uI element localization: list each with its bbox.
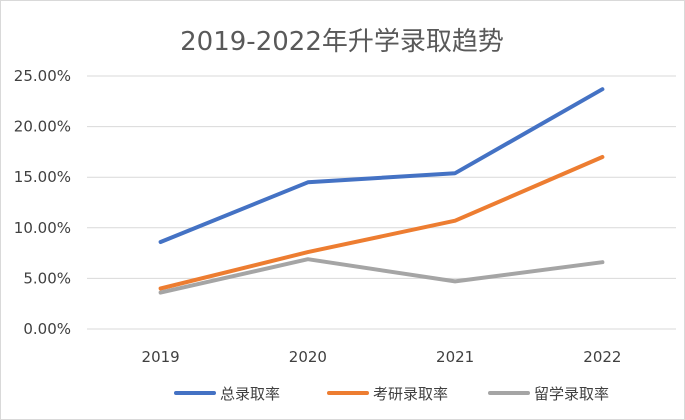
- y-tick-label: 0.00%: [23, 320, 71, 338]
- legend-label: 总录取率: [220, 385, 280, 403]
- legend-label: 考研录取率: [373, 385, 448, 403]
- x-tick-label: 2020: [289, 348, 327, 366]
- series-line: [158, 87, 605, 244]
- chart-title: 2019-2022年升学录取趋势: [180, 27, 504, 57]
- series-line: [158, 257, 605, 295]
- legend: 总录取率 考研录取率 留学录取率: [174, 385, 609, 403]
- series-lines: [158, 87, 605, 295]
- y-tick-label: 15.00%: [14, 168, 71, 186]
- x-tick-label: 2022: [583, 348, 621, 366]
- y-axis-tick-labels: 25.00% 20.00% 15.00% 10.00% 5.00% 0.00%: [14, 67, 71, 338]
- x-tick-label: 2019: [142, 348, 180, 366]
- x-tick-label: 2021: [436, 348, 474, 366]
- series-line: [158, 155, 605, 291]
- y-tick-label: 20.00%: [14, 118, 71, 136]
- y-tick-label: 25.00%: [14, 67, 71, 85]
- y-tick-label: 10.00%: [14, 219, 71, 237]
- x-axis-tick-labels: 2019 2020 2021 2022: [142, 348, 622, 366]
- legend-label: 留学录取率: [534, 385, 609, 403]
- y-tick-label: 5.00%: [23, 269, 71, 287]
